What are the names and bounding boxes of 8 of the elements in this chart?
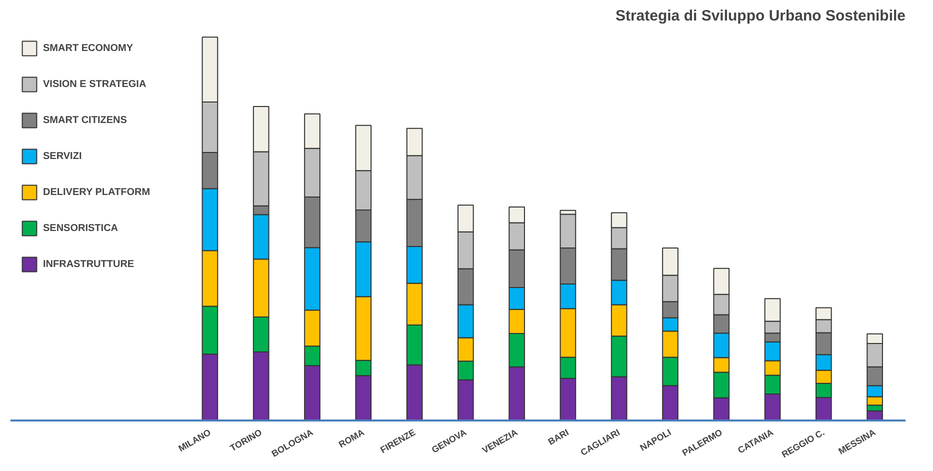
legend-label: SERVIZI — [43, 150, 82, 162]
legend-label: DELIVERY PLATFORM — [43, 186, 150, 198]
legend-label: VISION E STRATEGIA — [43, 78, 146, 90]
legend-label: INFRASTRUTTURE — [43, 258, 134, 270]
chart-title: Strategia di Sviluppo Urbano Sostenibile — [615, 8, 906, 24]
legend-label: SENSORISTICA — [43, 222, 118, 234]
legend-label: SMART CITIZENS — [43, 114, 127, 126]
legend-label: SMART ECONOMY — [43, 42, 133, 54]
